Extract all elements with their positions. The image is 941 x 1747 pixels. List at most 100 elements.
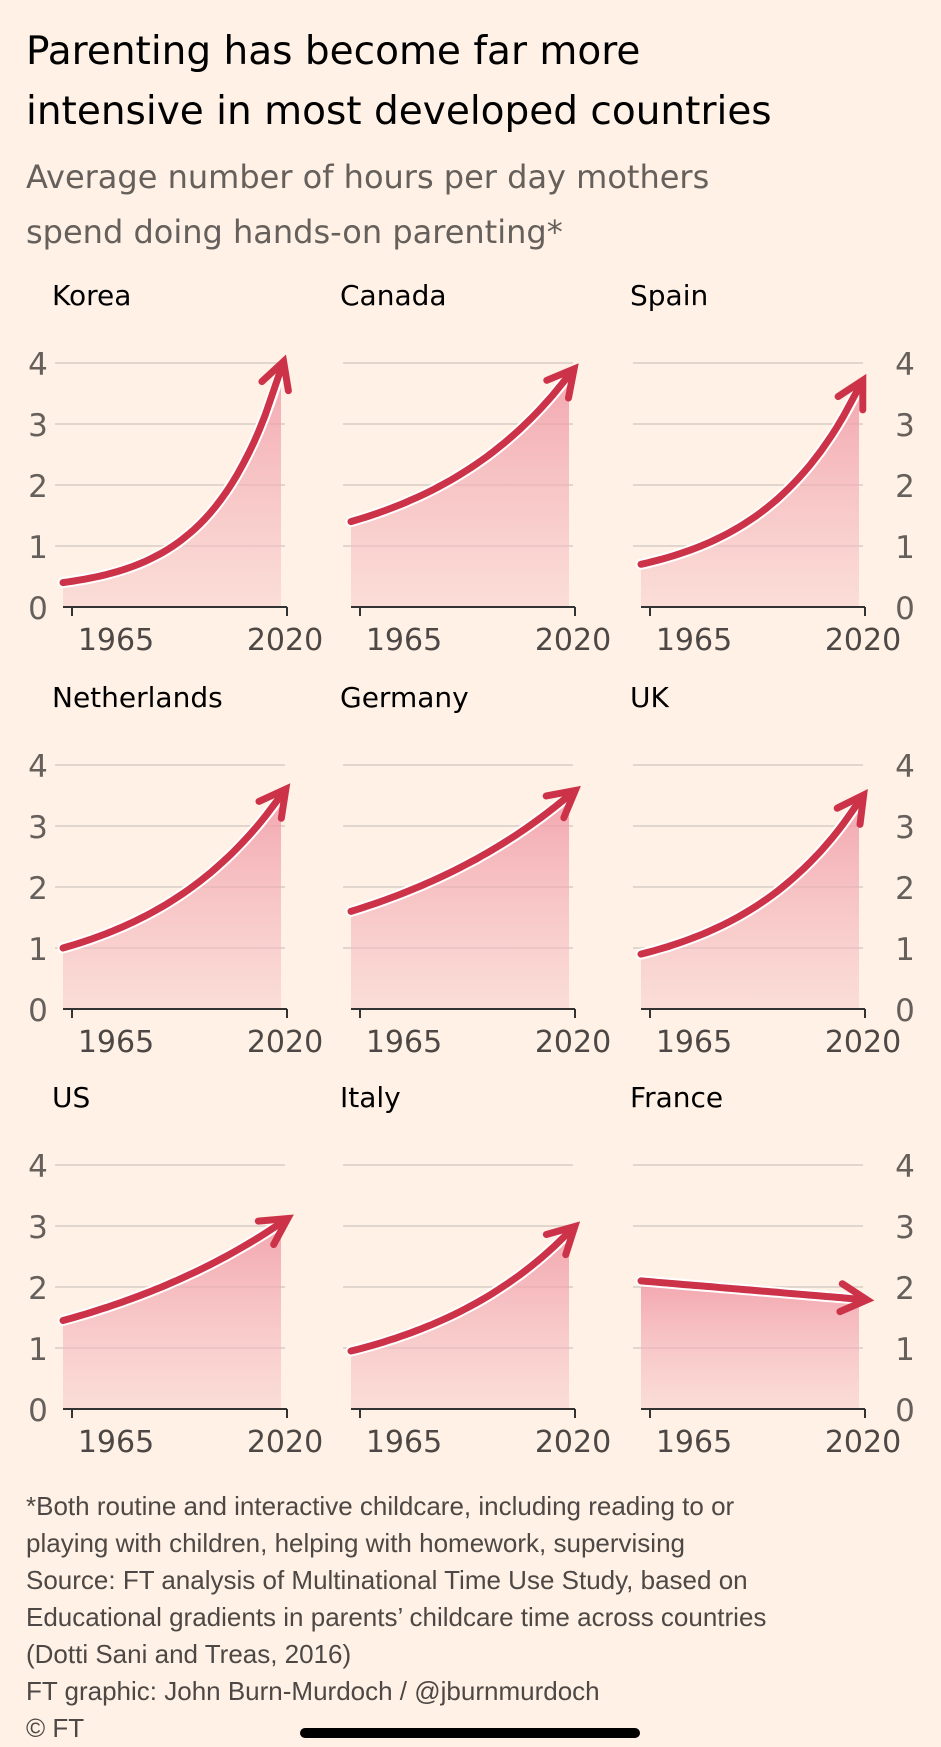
source-line-2: Educational gradients in parents’ childc…: [26, 1602, 767, 1632]
panel-germany: 1965 2020 Germany: [340, 681, 611, 1060]
series-line-end: [261, 789, 287, 820]
subtitle-line-2: spend doing hands-on parenting*: [26, 213, 563, 251]
chart-notes: *Both routine and interactive childcare,…: [26, 1488, 766, 1747]
arrow-head: [542, 1221, 581, 1259]
y-tick-label: 2: [28, 871, 48, 907]
panel-title: Canada: [340, 279, 447, 312]
y-tick-label: 1: [895, 932, 915, 968]
y-tick-label: 1: [28, 1332, 48, 1368]
series-line: [347, 1244, 557, 1355]
y-tick-label: 4: [895, 749, 915, 785]
series-line-end: [839, 381, 865, 420]
arrow-head: [836, 1280, 875, 1316]
panel-korea: 1965 2020 Korea 0 1 2 3 4: [28, 279, 323, 658]
y-tick-label: 3: [28, 1210, 48, 1246]
panel-title: France: [630, 1081, 723, 1114]
series-line: [59, 413, 269, 587]
y-tick-label: 4: [28, 347, 48, 383]
title-line-1: Parenting has become far more: [26, 29, 641, 74]
arrow-head: [254, 1214, 294, 1249]
y-tick-label: 1: [28, 530, 48, 566]
series-line-end: [549, 369, 575, 398]
x-tick-label: 2020: [247, 1425, 323, 1460]
y-tick-label: 0: [895, 1393, 915, 1429]
copyright-line: © FT: [26, 1713, 85, 1743]
x-tick-label: 2020: [247, 1025, 323, 1060]
series-line-end: [550, 789, 576, 812]
credit-line: FT graphic: John Burn-Murdoch / @jburnmu…: [26, 1676, 600, 1706]
panel-title: Spain: [630, 279, 708, 312]
series-area: [351, 375, 569, 607]
series-line-end: [261, 363, 286, 418]
panel-netherlands: 1965 2020 Netherlands 0 1 2 3 4: [28, 681, 323, 1060]
series-line: [59, 1230, 269, 1324]
series-line: [637, 1277, 847, 1302]
chart-title: Parenting has become far more intensive …: [26, 22, 926, 142]
y-tick-label: 3: [28, 408, 48, 444]
y-tick-label: 3: [895, 810, 915, 846]
y-tick-label: 4: [895, 1149, 915, 1185]
arrow-head: [543, 363, 579, 402]
panel-title: Korea: [52, 279, 131, 312]
arrow-head: [255, 783, 291, 822]
series-line: [347, 805, 557, 915]
series-line-end: [262, 1217, 288, 1237]
panel-title: UK: [630, 681, 669, 714]
y-tick-label: 3: [895, 1210, 915, 1246]
x-tick-label: 2020: [825, 623, 901, 658]
series-area: [63, 369, 281, 607]
footnote-line-1: *Both routine and interactive childcare,…: [26, 1491, 735, 1521]
y-tick-label: 4: [28, 1149, 48, 1185]
y-tick-label: 2: [895, 871, 915, 907]
series-line-end: [550, 1226, 576, 1251]
panel-uk: 1965 2020 UK 0 1 2 3 4: [630, 681, 915, 1060]
arrow-head: [833, 789, 868, 828]
series-line: [637, 821, 847, 958]
panel-title: Italy: [340, 1081, 401, 1114]
arrow-head: [834, 373, 867, 414]
home-indicator[interactable]: [300, 1728, 640, 1738]
x-tick-label: 1965: [78, 623, 154, 658]
series-line: [347, 391, 557, 526]
arrow-head: [258, 354, 292, 395]
series-area: [641, 801, 859, 1009]
series-line-end: [839, 795, 865, 827]
series-area: [641, 387, 859, 607]
series-line: [637, 414, 847, 568]
y-tick-label: 1: [895, 530, 915, 566]
x-tick-label: 2020: [247, 623, 323, 658]
panel-title: US: [52, 1081, 90, 1114]
series-line: [59, 813, 269, 952]
y-tick-label: 3: [28, 810, 48, 846]
panel-us: 1965 2020 US 0 1 2 3 4: [28, 1081, 323, 1460]
series-line-end: [842, 1294, 865, 1304]
series-area: [351, 1232, 569, 1409]
y-tick-label: 0: [28, 1393, 48, 1429]
y-tick-label: 3: [895, 408, 915, 444]
footnote-line-2: playing with children, helping with home…: [26, 1528, 686, 1558]
x-tick-label: 1965: [656, 1025, 732, 1060]
source-line-1: Source: FT analysis of Multinational Tim…: [26, 1565, 748, 1595]
panel-spain: 1965 2020 Spain 0 1 2 3 4: [630, 279, 915, 658]
title-line-2: intensive in most developed countries: [26, 89, 772, 134]
x-tick-label: 1965: [366, 623, 442, 658]
panel-title: Germany: [340, 681, 469, 714]
series-area: [351, 795, 569, 1009]
panel-canada: 1965 2020 Canada: [340, 279, 611, 658]
source-line-3: (Dotti Sani and Treas, 2016): [26, 1639, 352, 1669]
y-tick-label: 0: [28, 591, 48, 627]
y-tick-label: 2: [28, 1271, 48, 1307]
x-tick-label: 1965: [366, 1025, 442, 1060]
panel-title: Netherlands: [52, 681, 223, 714]
y-tick-label: 0: [895, 591, 915, 627]
y-tick-label: 1: [895, 1332, 915, 1368]
y-tick-label: 2: [895, 1271, 915, 1307]
panel-italy: 1965 2020 Italy: [340, 1081, 611, 1460]
x-tick-label: 2020: [825, 1425, 901, 1460]
y-tick-label: 0: [895, 993, 915, 1029]
x-tick-label: 2020: [535, 623, 611, 658]
arrow-head: [542, 785, 581, 822]
x-tick-label: 1965: [78, 1025, 154, 1060]
chart-subtitle: Average number of hours per day mothers …: [26, 150, 926, 260]
